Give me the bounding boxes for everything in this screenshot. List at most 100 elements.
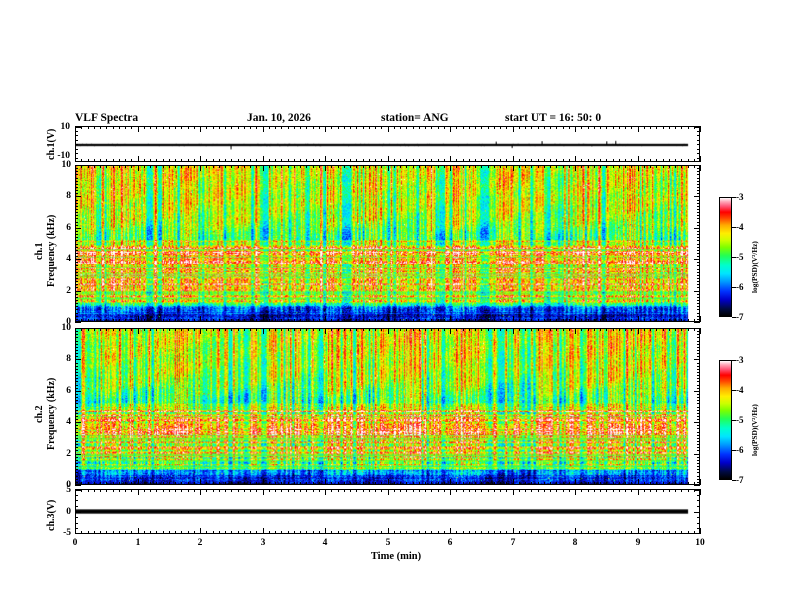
axis-tick <box>475 489 476 492</box>
axis-tick <box>81 489 82 492</box>
axis-tick <box>163 328 164 331</box>
axis-tick <box>75 181 78 182</box>
axis-tick <box>231 126 232 129</box>
axis-tick <box>181 328 182 331</box>
axis-tick <box>194 489 195 492</box>
axis-tick <box>294 159 295 162</box>
axis-tick <box>625 319 626 322</box>
axis-tick <box>169 165 170 168</box>
axis-tick <box>256 489 257 492</box>
axis-tick <box>697 479 700 480</box>
axis-tick <box>94 328 95 331</box>
axis-tick <box>388 156 389 162</box>
axis-tick <box>697 344 700 345</box>
axis-tick <box>456 159 457 162</box>
axis-tick <box>625 489 626 492</box>
axis-tick <box>75 161 78 162</box>
axis-tick <box>138 316 139 322</box>
axis-tick <box>681 159 682 162</box>
axis-tick <box>697 372 700 373</box>
axis-tick <box>675 531 676 534</box>
axis-tick <box>244 531 245 534</box>
axis-tick <box>219 489 220 492</box>
axis-tick <box>531 159 532 162</box>
axis-tick <box>81 328 82 331</box>
axis-tick <box>331 531 332 534</box>
axis-tick <box>88 165 89 168</box>
axis-tick <box>697 300 700 301</box>
axis-tick-label: 3 <box>260 538 266 548</box>
axis-tick <box>75 244 78 245</box>
axis-tick <box>100 489 101 492</box>
axis-tick <box>188 531 189 534</box>
axis-tick <box>588 531 589 534</box>
axis-tick <box>613 531 614 534</box>
axis-tick <box>700 528 701 534</box>
axis-tick <box>400 482 401 485</box>
axis-tick <box>244 159 245 162</box>
axis-tick <box>697 316 700 317</box>
axis-tick <box>75 344 78 345</box>
axis-tick <box>269 126 270 129</box>
axis-tick <box>697 184 700 185</box>
axis-tick <box>525 126 526 129</box>
axis-tick <box>556 319 557 322</box>
axis-tick <box>144 531 145 534</box>
axis-tick <box>369 482 370 485</box>
axis-tick <box>75 363 78 364</box>
axis-tick <box>169 328 170 331</box>
axis-tick <box>131 159 132 162</box>
axis-tick <box>400 126 401 129</box>
axis-tick <box>681 482 682 485</box>
axis-tick <box>269 482 270 485</box>
ch1-spectrogram-image <box>76 166 699 321</box>
axis-tick <box>625 159 626 162</box>
axis-tick <box>169 531 170 534</box>
axis-tick-label: 8 <box>66 354 71 364</box>
axis-tick <box>581 165 582 168</box>
axis-tick <box>219 482 220 485</box>
axis-tick <box>375 126 376 129</box>
axis-tick <box>656 165 657 168</box>
axis-tick <box>544 489 545 492</box>
ch1-ytick-bottom: -10 <box>57 151 70 161</box>
axis-tick <box>525 531 526 534</box>
ch3-waveform-trace <box>76 490 699 533</box>
axis-tick <box>697 297 700 298</box>
colorbar-tick-label: -5 <box>736 252 744 262</box>
axis-tick <box>694 228 700 229</box>
axis-tick <box>225 531 226 534</box>
axis-tick <box>294 531 295 534</box>
axis-tick <box>606 328 607 331</box>
colorbar-tick-label: -5 <box>736 415 744 425</box>
axis-tick <box>75 234 78 235</box>
axis-tick <box>456 328 457 331</box>
axis-tick <box>225 319 226 322</box>
axis-tick <box>531 319 532 322</box>
axis-tick <box>697 215 700 216</box>
axis-tick <box>75 495 78 496</box>
axis-tick <box>75 303 78 304</box>
axis-tick <box>75 432 78 433</box>
axis-tick <box>544 531 545 534</box>
axis-tick <box>581 328 582 331</box>
axis-tick <box>600 159 601 162</box>
axis-tick <box>363 319 364 322</box>
axis-tick <box>600 319 601 322</box>
axis-tick <box>113 489 114 492</box>
axis-tick <box>75 350 78 351</box>
axis-tick <box>694 165 695 168</box>
axis-tick <box>75 135 78 136</box>
axis-tick <box>81 159 82 162</box>
axis-tick <box>131 126 132 129</box>
axis-tick <box>513 479 514 485</box>
axis-tick <box>631 531 632 534</box>
axis-tick <box>231 165 232 168</box>
axis-tick <box>697 237 700 238</box>
axis-tick <box>450 126 451 132</box>
axis-tick <box>556 531 557 534</box>
axis-tick <box>75 512 78 513</box>
axis-tick <box>525 165 526 168</box>
ch1-colorbar <box>719 197 732 317</box>
axis-tick <box>338 489 339 492</box>
